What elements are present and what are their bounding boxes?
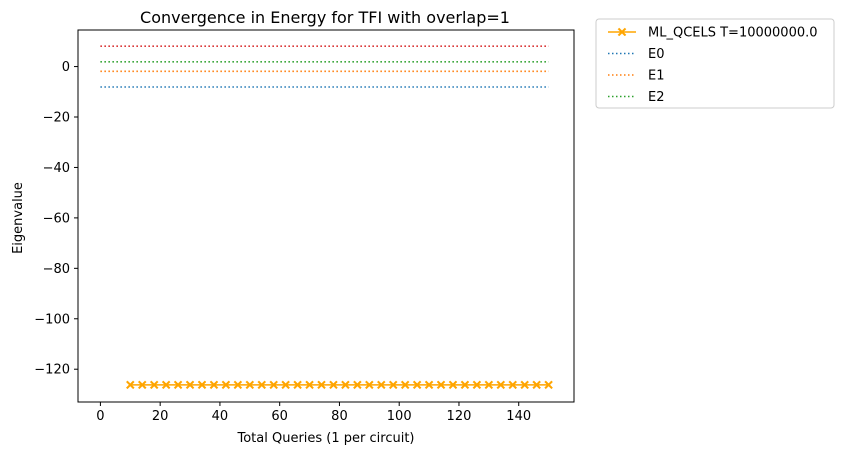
y-axis-label: Eigenvalue (11, 182, 26, 254)
y-axis: 0 −20 −40 −60 −80 −100 −120 (34, 60, 78, 378)
data-point (281, 380, 291, 390)
legend: ML_QCELS T=10000000.0 E0 E1 E2 (595, 18, 835, 109)
data-point (484, 380, 494, 390)
data-point (341, 380, 350, 390)
data-point (161, 380, 171, 390)
data-point (221, 380, 231, 390)
data-point (424, 380, 434, 390)
data-point (269, 380, 279, 390)
legend-label: E0 (648, 47, 665, 62)
data-point (125, 380, 135, 390)
x-tick-label: 60 (271, 409, 288, 424)
data-point (353, 380, 362, 390)
x-axis-label: Total Queries (1 per circuit) (236, 431, 414, 446)
y-tick-label: −100 (34, 312, 70, 327)
y-tick-label: −40 (43, 161, 70, 176)
x-tick-label: 100 (387, 409, 412, 424)
x-axis: 0 20 40 60 80 100 120 140 (96, 402, 531, 424)
chart-title: Convergence in Energy for TFI with overl… (140, 8, 510, 27)
data-point (448, 380, 458, 390)
data-point (305, 380, 314, 390)
legend-label: ML_QCELS T=10000000.0 (648, 26, 818, 41)
axes-frame (77, 29, 575, 403)
x-tick-label: 0 (96, 409, 104, 424)
y-tick-label: −20 (43, 111, 70, 126)
data-point (376, 380, 386, 390)
data-point (532, 380, 542, 390)
x-tick-label: 20 (152, 409, 169, 424)
data-point (317, 380, 326, 390)
x-tick-label: 80 (331, 409, 348, 424)
legend-marker (617, 27, 627, 37)
x-tick-label: 120 (447, 409, 472, 424)
y-tick-label: 0 (62, 60, 70, 75)
data-point (364, 380, 374, 390)
data-point (149, 380, 159, 390)
legend-label: E2 (648, 90, 665, 105)
data-point (508, 380, 518, 390)
x-tick-label: 140 (506, 409, 531, 424)
data-point (185, 380, 195, 390)
data-point (436, 380, 446, 390)
data-point (257, 380, 267, 390)
data-point (329, 380, 338, 390)
data-point (412, 380, 422, 390)
y-tick-label: −60 (43, 211, 70, 226)
data-point (293, 380, 302, 390)
legend-frame (595, 18, 835, 109)
data-point (197, 380, 207, 390)
data-point (496, 380, 506, 390)
y-tick-label: −120 (34, 363, 70, 378)
plot-area (100, 45, 553, 390)
data-point (472, 380, 482, 390)
data-point (388, 380, 398, 390)
data-point (520, 380, 530, 390)
data-point (137, 380, 147, 390)
data-point (400, 380, 410, 390)
data-point (233, 380, 243, 390)
y-tick-label: −80 (43, 262, 70, 277)
data-point (544, 380, 553, 390)
data-point (460, 380, 470, 390)
data-point (173, 380, 183, 390)
data-point (245, 380, 255, 390)
legend-label: E1 (648, 69, 665, 84)
x-tick-label: 40 (212, 409, 229, 424)
data-point (209, 380, 219, 390)
